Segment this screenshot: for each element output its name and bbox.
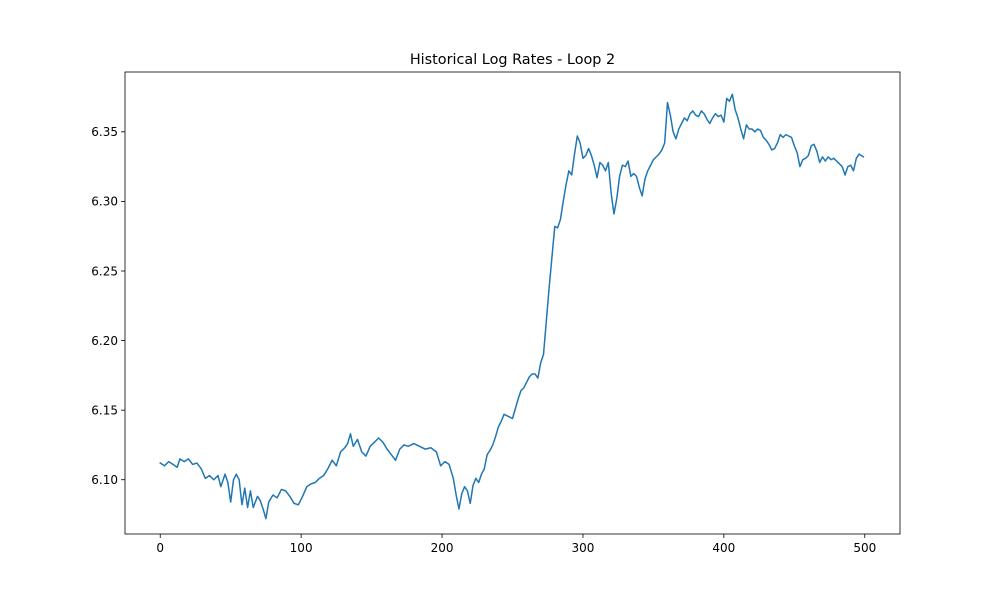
y-tick-label: 6.10 — [91, 473, 118, 487]
y-tick-label: 6.20 — [91, 334, 118, 348]
x-tick-label: 100 — [290, 541, 313, 555]
y-tick-label: 6.35 — [91, 125, 118, 139]
axes-frame — [124, 71, 901, 535]
y-tick-label: 6.25 — [91, 264, 118, 278]
series-line — [159, 93, 865, 520]
x-tick-label: 500 — [853, 541, 876, 555]
chart-title: Historical Log Rates - Loop 2 — [410, 52, 615, 68]
plot-area — [159, 93, 865, 520]
x-tick-label: 200 — [431, 541, 454, 555]
x-axis: 0 100 200 300 400 500 — [156, 534, 876, 555]
x-tick-label: 300 — [572, 541, 595, 555]
y-axis: 6.10 6.15 6.20 6.25 6.30 6.35 — [91, 125, 125, 487]
x-tick-label: 0 — [156, 541, 164, 555]
x-tick-label: 400 — [712, 541, 735, 555]
y-tick-label: 6.15 — [91, 403, 118, 417]
y-tick-label: 6.30 — [91, 195, 118, 209]
